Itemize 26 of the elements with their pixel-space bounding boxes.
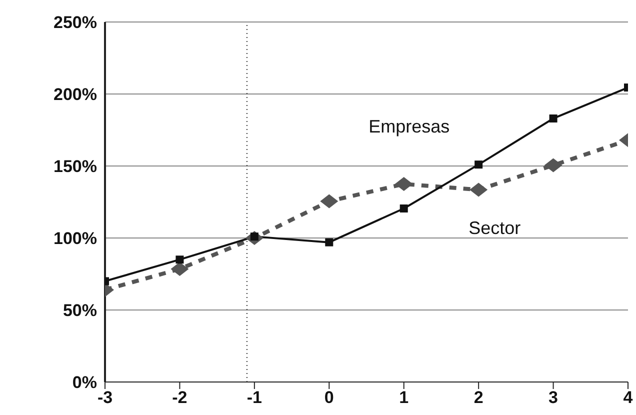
- point: [320, 194, 338, 208]
- y-tick-label: 100%: [54, 229, 97, 248]
- x-tick-label: 0: [324, 388, 334, 408]
- point: [544, 158, 562, 172]
- point: [470, 182, 488, 197]
- point: [170, 262, 189, 276]
- y-tick-label: 150%: [54, 157, 97, 176]
- point: [549, 114, 558, 122]
- y-tick-label: 200%: [54, 85, 97, 104]
- y-tick-label: 250%: [54, 13, 97, 32]
- y-tick-label: 50%: [62, 301, 97, 320]
- series-label: Empresas: [368, 116, 450, 137]
- series-label: Sector: [468, 218, 521, 238]
- x-tick-label: 1: [399, 388, 409, 408]
- point: [474, 160, 483, 169]
- x-tick-label: 2: [474, 388, 484, 408]
- point: [176, 256, 184, 264]
- x-tick-label: 4: [623, 388, 634, 408]
- x-tick-label: 3: [548, 388, 558, 408]
- x-tick-label: -2: [172, 388, 188, 408]
- y-tick-label: 0%: [72, 373, 97, 392]
- point: [394, 177, 413, 191]
- point: [400, 204, 408, 212]
- x-tick-label: -1: [246, 388, 262, 408]
- point: [325, 238, 334, 246]
- x-tick-label: -3: [97, 388, 113, 408]
